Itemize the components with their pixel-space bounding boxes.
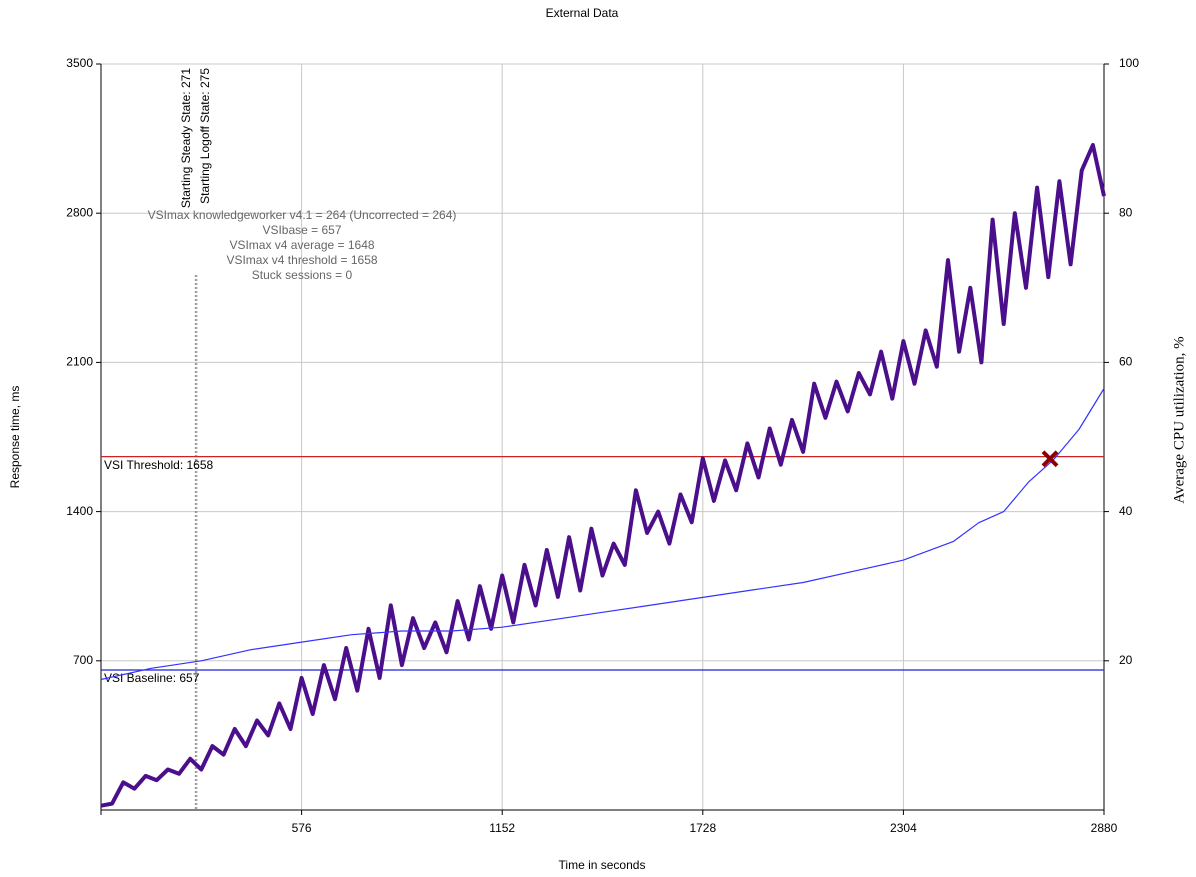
x-tick-label: 1152 [489,821,515,835]
y-tick-label: 2100 [66,355,93,369]
summary-text: VSIbase = 657 [262,223,341,237]
x-tick-label: 2304 [890,821,917,835]
x-tick-label: 1728 [689,821,716,835]
state-label: Starting Logoff State: 275 [198,68,212,204]
y-tick-label: 2800 [66,205,93,219]
summary-text: VSImax v4 threshold = 1658 [226,253,377,267]
reference-label: VSI Threshold: 1658 [104,458,214,472]
reference-label: VSI Baseline: 657 [104,671,200,685]
y-tick-label: 3500 [66,56,93,70]
y-tick-label: 700 [73,653,93,667]
x-tick-label: 576 [292,821,312,835]
x-axis-label: Time in seconds [559,858,646,872]
y2-tick-label: 80 [1119,205,1133,219]
y2-tick-label: 100 [1119,56,1139,70]
y2-tick-label: 20 [1119,653,1133,667]
series-line [100,143,1106,808]
y-axis-label: Response time, ms [8,386,22,489]
x-tick-label: 2880 [1091,821,1118,835]
state-label: Starting Steady State: 271 [179,68,193,208]
y2-tick-label: 40 [1119,504,1133,518]
series-line [100,388,1105,681]
y-tick-label: 1400 [66,504,93,518]
y2-tick-label: 60 [1119,355,1133,369]
vsimax-marker [1041,450,1059,468]
summary-text: Stuck sessions = 0 [252,268,353,282]
chart-title: External Data [546,6,619,20]
y2-axis-label: Average CPU utilization, % [1171,336,1187,503]
summary-text: VSImax v4 average = 1648 [229,238,374,252]
summary-text: VSImax knowledgeworker v4.1 = 264 (Uncor… [148,208,457,222]
